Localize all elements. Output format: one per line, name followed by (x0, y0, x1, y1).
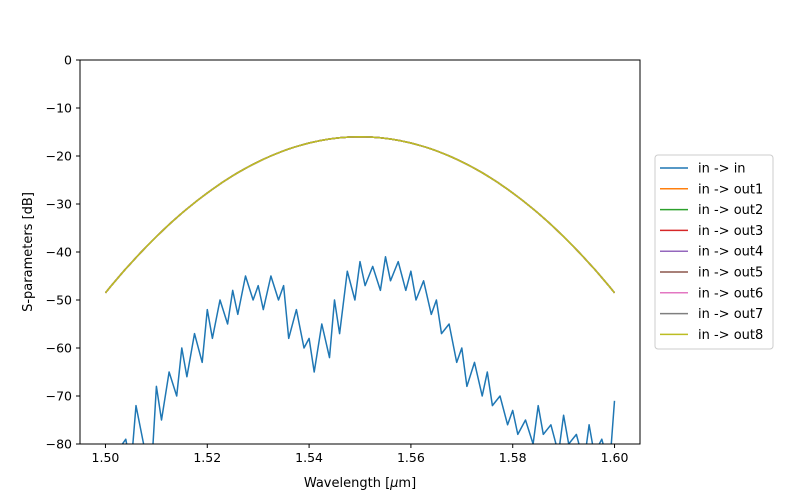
series-line-in-out8 (104, 136, 616, 294)
legend-label-in-out8: in -> out8 (698, 328, 763, 343)
series-line-in-out3 (104, 136, 616, 294)
legend-label-in-out6: in -> out6 (698, 286, 763, 301)
series-line-in-out2 (104, 136, 616, 294)
legend-label-in-out2: in -> out2 (698, 203, 763, 218)
legend-label-in-out1: in -> out1 (698, 182, 763, 197)
legend: in -> in in -> out1 in -> out2 in -> out3 in… (654, 154, 774, 350)
series-line-in-out6 (104, 136, 616, 294)
x-axis-label: Wavelength [μm] (304, 476, 416, 491)
y-axis-label: S-parameters [dB] (21, 192, 36, 312)
y-tick-label: −10 (46, 101, 72, 116)
legend-label-in-out7: in -> out7 (698, 307, 763, 322)
y-tick-label: −30 (46, 197, 72, 212)
plot-area-frame (79, 59, 641, 445)
x-tick-label: 1.50 (92, 450, 120, 465)
y-tick-label: 0 (64, 53, 72, 68)
x-tick-label: 1.56 (397, 450, 425, 465)
y-axis: 0 −10 −20 −30 −40 −50 −60 −70 −80 (46, 53, 80, 452)
y-tick-label: −50 (46, 293, 72, 308)
series-line-in-out5 (104, 136, 616, 294)
legend-label-in-out3: in -> out3 (698, 224, 763, 239)
series-layer (104, 136, 616, 444)
y-tick-label: −80 (46, 437, 72, 452)
x-axis: 1.50 1.52 1.54 1.56 1.58 1.60 (92, 444, 629, 465)
series-line-in-out7 (104, 136, 616, 294)
x-tick-label: 1.54 (295, 450, 323, 465)
legend-label-in-in: in -> in (698, 162, 746, 177)
y-tick-label: −20 (46, 149, 72, 164)
series-line-in-out1 (104, 136, 616, 294)
series-line-in-out4 (104, 136, 616, 294)
legend-label-in-out5: in -> out5 (698, 266, 763, 281)
x-tick-label: 1.52 (193, 450, 221, 465)
legend-label-in-out4: in -> out4 (698, 245, 763, 260)
x-tick-label: 1.58 (499, 450, 527, 465)
y-tick-label: −60 (46, 341, 72, 356)
legend-frame (654, 154, 774, 350)
x-tick-label: 1.60 (601, 450, 629, 465)
y-tick-label: −40 (46, 245, 72, 260)
y-tick-label: −70 (46, 389, 72, 404)
series-line-in-in (121, 256, 616, 444)
